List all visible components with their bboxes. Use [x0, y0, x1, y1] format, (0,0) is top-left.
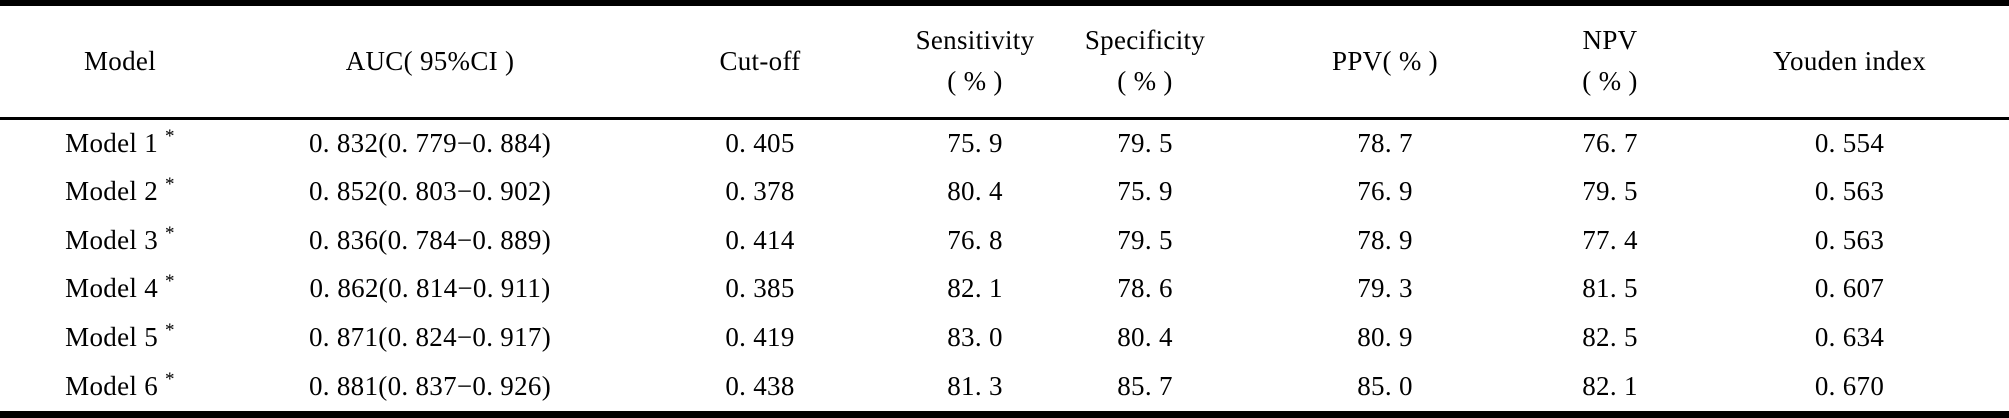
- ppv-value: 79. 3: [1357, 273, 1413, 304]
- npv-value: 81. 5: [1582, 273, 1638, 304]
- model-name-cell: Model 6 *: [0, 362, 240, 411]
- specificity-header-line1: Specificity: [1084, 24, 1206, 55]
- column-header-auc: AUC( 95%CI ): [345, 45, 515, 76]
- specificity-value: 75. 9: [1117, 175, 1173, 206]
- specificity-value: 80. 4: [1117, 322, 1173, 353]
- auc-value: 0. 832(0. 779−0. 884): [308, 127, 551, 158]
- sensitivity-value: 82. 1: [947, 273, 1003, 304]
- auc-value: 0. 881(0. 837−0. 926): [308, 371, 551, 402]
- model-label: Model 1: [65, 127, 159, 158]
- cutoff-value: 0. 405: [725, 127, 795, 158]
- sensitivity-header-line1: Sensitivity: [915, 24, 1035, 55]
- youden-value: 0. 634: [1814, 322, 1885, 353]
- model-asterisk: *: [165, 222, 175, 244]
- npv-header-lines: NPV ( % ): [1530, 24, 1690, 97]
- cutoff-value: 0. 414: [725, 224, 795, 255]
- npv-value: 77. 4: [1582, 224, 1638, 255]
- model-name-cell: Model 4 *: [0, 264, 240, 313]
- cutoff-value: 0. 419: [725, 322, 795, 353]
- column-header-cutoff: Cut-off: [719, 45, 801, 76]
- table-header-row: Model AUC( 95%CI ) Cut-off Sensitivity (…: [0, 6, 2009, 118]
- model-asterisk: *: [165, 271, 175, 293]
- model-name-cell: Model 5 *: [0, 313, 240, 362]
- npv-value: 82. 5: [1582, 322, 1638, 353]
- specificity-value: 85. 7: [1117, 371, 1173, 402]
- specificity-value: 79. 5: [1117, 224, 1173, 255]
- model-asterisk: *: [165, 320, 175, 342]
- table-row-model-1: Model 1 * 0. 832(0. 779−0. 884) 0. 405 75…: [0, 118, 2009, 167]
- auc-value: 0. 852(0. 803−0. 902): [308, 175, 551, 206]
- ppv-value: 80. 9: [1357, 322, 1413, 353]
- ppv-value: 78. 9: [1357, 224, 1413, 255]
- table-row-model-4: Model 4 * 0. 862(0. 814−0. 911) 0. 385 82…: [0, 264, 2009, 313]
- sensitivity-header-lines: Sensitivity ( % ): [900, 24, 1050, 97]
- npv-header-line2: ( % ): [1582, 66, 1638, 97]
- specificity-value: 78. 6: [1117, 273, 1173, 304]
- specificity-value: 79. 5: [1117, 127, 1173, 158]
- youden-value: 0. 563: [1814, 175, 1885, 206]
- model-name-cell: Model 2 *: [0, 167, 240, 216]
- column-header-sensitivity: Sensitivity ( % ): [900, 6, 1050, 118]
- table-row-model-6: Model 6 * 0. 881(0. 837−0. 926) 0. 438 81…: [0, 362, 2009, 411]
- model-asterisk: *: [165, 173, 175, 195]
- sensitivity-value: 83. 0: [947, 322, 1003, 353]
- sensitivity-value: 76. 8: [947, 224, 1003, 255]
- sensitivity-header-line2: ( % ): [947, 66, 1003, 97]
- ppv-value: 76. 9: [1357, 175, 1413, 206]
- model-asterisk: *: [165, 125, 175, 147]
- ppv-value: 85. 0: [1357, 371, 1413, 402]
- column-header-ppv: PPV( % ): [1332, 45, 1438, 76]
- model-label: Model 3: [65, 224, 159, 255]
- model-label: Model 2: [65, 175, 159, 206]
- npv-value: 79. 5: [1582, 175, 1638, 206]
- npv-value: 76. 7: [1582, 127, 1638, 158]
- youden-value: 0. 607: [1814, 273, 1885, 304]
- table-row-model-2: Model 2 * 0. 852(0. 803−0. 902) 0. 378 80…: [0, 167, 2009, 216]
- ppv-value: 78. 7: [1357, 127, 1413, 158]
- specificity-header-lines: Specificity ( % ): [1050, 24, 1240, 97]
- model-name-cell: Model 3 *: [0, 216, 240, 265]
- youden-value: 0. 554: [1814, 127, 1885, 158]
- npv-value: 82. 1: [1582, 371, 1638, 402]
- cutoff-value: 0. 385: [725, 273, 795, 304]
- table-row-model-3: Model 3 * 0. 836(0. 784−0. 889) 0. 414 76…: [0, 216, 2009, 265]
- cutoff-value: 0. 438: [725, 371, 795, 402]
- auc-value: 0. 836(0. 784−0. 889): [308, 224, 551, 255]
- cutoff-value: 0. 378: [725, 175, 795, 206]
- table-row-model-5: Model 5 * 0. 871(0. 824−0. 917) 0. 419 83…: [0, 313, 2009, 362]
- column-header-npv: NPV ( % ): [1530, 6, 1690, 118]
- model-name-cell: Model 1 *: [0, 118, 240, 167]
- model-performance-table: Model AUC( 95%CI ) Cut-off Sensitivity (…: [0, 6, 2009, 411]
- npv-header-line1: NPV: [1582, 24, 1638, 55]
- youden-value: 0. 563: [1814, 224, 1885, 255]
- auc-value: 0. 862(0. 814−0. 911): [309, 273, 551, 304]
- model-asterisk: *: [165, 369, 175, 391]
- youden-value: 0. 670: [1814, 371, 1885, 402]
- sensitivity-value: 80. 4: [947, 175, 1003, 206]
- column-header-youden: Youden index: [1772, 45, 1927, 76]
- column-header-specificity: Specificity ( % ): [1050, 6, 1240, 118]
- column-header-model: Model: [84, 45, 156, 76]
- auc-value: 0. 871(0. 824−0. 917): [308, 322, 551, 353]
- sensitivity-value: 81. 3: [947, 371, 1003, 402]
- model-label: Model 4: [65, 273, 159, 304]
- specificity-header-line2: ( % ): [1117, 66, 1173, 97]
- sensitivity-value: 75. 9: [947, 127, 1003, 158]
- model-label: Model 6: [65, 371, 159, 402]
- model-label: Model 5: [65, 322, 159, 353]
